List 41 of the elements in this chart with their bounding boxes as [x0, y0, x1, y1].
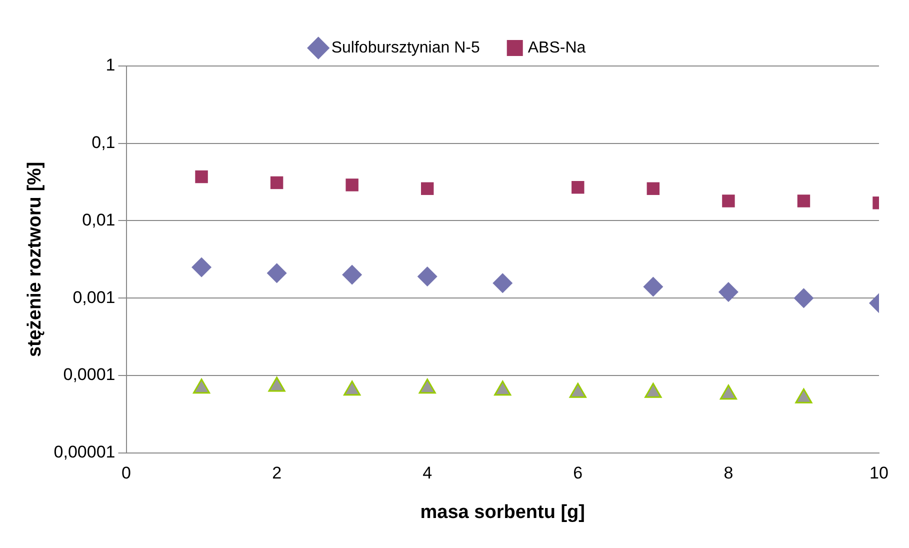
point [494, 380, 512, 396]
point [569, 382, 586, 398]
point [643, 276, 664, 297]
y-tick-label: 0,01 [82, 210, 116, 230]
point [718, 282, 738, 302]
legend-label: ABS-Na [528, 39, 586, 56]
point [418, 378, 436, 394]
point [720, 384, 737, 400]
x-tick-label: 0 [122, 464, 131, 483]
legend-label: Sulfobursztynian N-5 [331, 39, 480, 56]
point [492, 273, 513, 294]
point [797, 194, 810, 208]
x-tick-label: 8 [724, 464, 734, 483]
y-tick-label: 0,0001 [63, 365, 116, 384]
x-tick-label: 10 [870, 464, 888, 483]
point [644, 382, 662, 398]
point [268, 376, 286, 392]
point [572, 180, 584, 194]
point [342, 264, 362, 285]
point [344, 380, 361, 396]
x-tick-label: 4 [422, 464, 432, 483]
y-axis-title: stężenie roztworu [%] [24, 162, 46, 358]
x-axis-title: masa sorbentu [g] [420, 502, 585, 523]
point [270, 176, 284, 190]
point [266, 263, 287, 284]
point [795, 388, 812, 404]
point [722, 194, 735, 208]
y-tick-label: 0,1 [92, 133, 116, 152]
point [346, 178, 358, 192]
point [420, 182, 434, 195]
x-tick-label: 6 [573, 464, 583, 483]
point [646, 182, 660, 195]
x-tick-label: 2 [272, 464, 282, 483]
y-tick-label: 1 [106, 56, 116, 75]
y-tick-label: 0,00001 [54, 442, 116, 462]
point [417, 266, 438, 287]
point [192, 257, 212, 278]
point [195, 170, 208, 184]
point [794, 288, 814, 308]
y-tick-label: 0,001 [72, 288, 116, 307]
point [192, 378, 210, 394]
